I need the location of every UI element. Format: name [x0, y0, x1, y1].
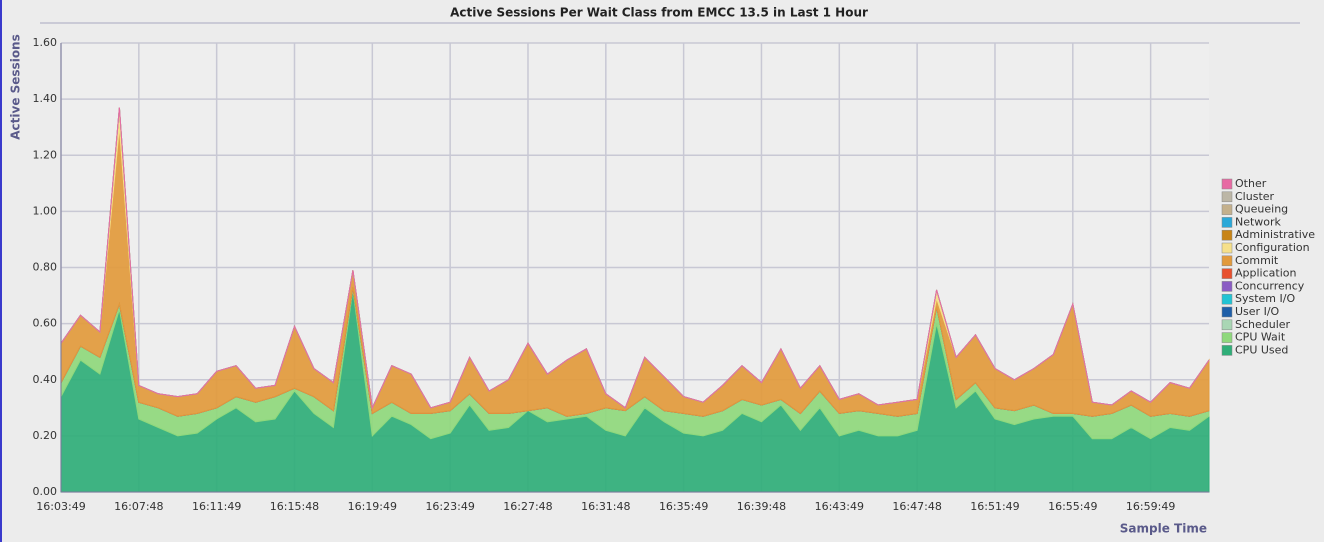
legend-label: System I/O	[1235, 292, 1295, 305]
legend-swatch	[1221, 281, 1233, 292]
legend-swatch	[1221, 178, 1233, 190]
legend-swatch	[1221, 319, 1233, 331]
chart-title: Active Sessions Per Wait Class from EMCC…	[450, 6, 868, 20]
legend-label: CPU Used	[1235, 343, 1288, 356]
x-tick-label: 16:07:48	[114, 500, 163, 513]
legend-label: CPU Wait	[1235, 331, 1286, 344]
legend-label: Administrative	[1235, 228, 1315, 241]
legend-swatch	[1221, 306, 1233, 318]
legend-label: Scheduler	[1235, 318, 1291, 331]
legend-label: Commit	[1235, 254, 1279, 267]
x-tick-label: 16:39:48	[737, 500, 786, 513]
legend-label: Queueing	[1235, 203, 1288, 216]
x-tick-label: 16:23:49	[425, 500, 474, 513]
x-tick-label: 16:19:49	[348, 500, 397, 513]
legend-swatch	[1221, 191, 1233, 203]
x-tick-label: 16:55:49	[1048, 500, 1097, 513]
x-tick-label: 16:15:48	[270, 500, 319, 513]
x-tick-label: 16:11:49	[192, 500, 241, 513]
legend-label: Network	[1235, 215, 1282, 228]
legend-swatch	[1221, 229, 1233, 241]
y-tick-label: 0.60	[33, 317, 58, 330]
legend-label: User I/O	[1235, 305, 1280, 318]
legend-swatch	[1221, 204, 1233, 215]
y-tick-label: 1.40	[33, 92, 58, 105]
legend-swatch	[1221, 217, 1233, 228]
y-tick-label: 1.20	[33, 148, 58, 161]
legend-swatch	[1221, 242, 1233, 254]
y-tick-label: 1.00	[33, 204, 58, 217]
legend-label: Other	[1235, 177, 1267, 190]
legend-swatch	[1221, 268, 1233, 279]
plot: 0.00 0.20 0.40 0.60 0.80 1.00 1.20 1.40 1.60 16:0…	[33, 36, 1316, 513]
y-tick-label: 0.20	[33, 429, 58, 442]
y-tick-label: 0.80	[33, 261, 58, 274]
legend-swatch	[1221, 293, 1233, 305]
y-tick-label: 1.60	[33, 36, 58, 49]
legend-swatch	[1221, 345, 1233, 356]
legend-swatch	[1221, 255, 1233, 267]
legend-label: Configuration	[1235, 241, 1310, 254]
x-tick-label: 16:27:48	[503, 500, 552, 513]
x-tick-label: 16:59:49	[1126, 500, 1175, 513]
legend-swatch	[1221, 332, 1233, 343]
legend-label: Cluster	[1235, 190, 1275, 203]
y-tick-label: 0.00	[33, 485, 58, 498]
legend-label: Concurrency	[1235, 279, 1305, 292]
y-tick-label: 0.40	[33, 373, 58, 386]
x-tick-label: 16:35:49	[659, 500, 708, 513]
area	[60, 107, 1210, 410]
legend-label: Application	[1235, 267, 1296, 280]
y-axis-label: Active Sessions	[9, 34, 23, 140]
x-tick-label: 16:31:48	[581, 500, 630, 513]
x-axis-label: Sample Time	[1120, 522, 1207, 536]
x-tick-label: 16:43:49	[815, 500, 864, 513]
x-tick-label: 16:03:49	[36, 500, 85, 513]
x-tick-label: 16:51:49	[970, 500, 1019, 513]
x-tick-label: 16:47:48	[892, 500, 941, 513]
